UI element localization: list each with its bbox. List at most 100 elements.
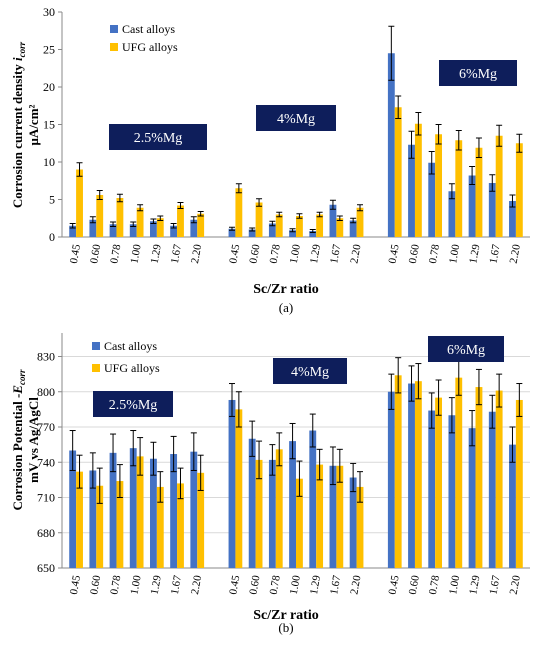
x-tick-label: 1.67 bbox=[169, 243, 184, 265]
cast-bar bbox=[190, 451, 198, 568]
ufg-bar bbox=[316, 214, 324, 237]
x-tick-label: 0.78 bbox=[268, 243, 283, 265]
x-tick-label: 1.29 bbox=[149, 574, 164, 596]
x-tick-label: 2.20 bbox=[508, 243, 523, 265]
group-label-box bbox=[256, 105, 336, 131]
ufg-bar bbox=[177, 483, 184, 568]
cast-bar bbox=[149, 221, 157, 237]
legend-swatch-cast bbox=[92, 342, 100, 350]
ufg-bar bbox=[136, 207, 144, 237]
x-tick-label: 0.60 bbox=[88, 243, 103, 265]
cast-bar bbox=[509, 201, 516, 237]
y-tick-label: 770 bbox=[37, 420, 55, 434]
x-tick-label: 0.60 bbox=[407, 243, 422, 265]
x-tick-label: 0.45 bbox=[68, 243, 83, 265]
cast-bar bbox=[268, 459, 276, 568]
ufg-bar bbox=[116, 198, 124, 237]
cast-bar bbox=[149, 458, 157, 568]
y-tick-label: 10 bbox=[43, 155, 55, 169]
x-tick-label: 1.00 bbox=[288, 243, 303, 265]
group-label-box bbox=[109, 124, 207, 150]
cast-bar bbox=[129, 224, 137, 237]
group-label: 4%Mg bbox=[291, 365, 329, 380]
x-tick-label: 1.67 bbox=[328, 243, 343, 265]
cast-bar bbox=[488, 411, 496, 568]
cast-bar bbox=[387, 391, 395, 568]
x-tick-label: 0.78 bbox=[268, 574, 283, 596]
cast-bar bbox=[228, 399, 236, 568]
group-label-box bbox=[428, 336, 504, 362]
ufg-bar bbox=[356, 486, 364, 568]
y-tick-label: 800 bbox=[37, 385, 55, 399]
panel-label: (b) bbox=[278, 620, 293, 635]
group-label-box bbox=[439, 60, 517, 86]
cast-bar bbox=[309, 231, 317, 237]
ufg-bar bbox=[76, 169, 83, 237]
x-tick-label: 0.45 bbox=[387, 574, 402, 596]
cast-bar bbox=[468, 428, 476, 568]
chart-panel-b: 650 680 710 740 770 800 830 0.45 0.60 0.78 1.00 1.2… bbox=[10, 333, 530, 635]
x-tick-label: 0.60 bbox=[247, 243, 262, 265]
ufg-bar bbox=[336, 218, 344, 237]
cast-bar bbox=[190, 219, 198, 237]
legend-swatch-ufg bbox=[92, 364, 100, 372]
cast-bar bbox=[248, 438, 256, 568]
cast-bar bbox=[69, 225, 77, 237]
x-tick-label: 1.00 bbox=[447, 574, 462, 596]
ufg-bar bbox=[255, 459, 263, 568]
x-tick-label: 0.60 bbox=[88, 574, 103, 596]
cast-bar bbox=[428, 410, 436, 568]
cast-bar bbox=[349, 220, 357, 237]
ufg-bar bbox=[116, 481, 124, 568]
ufg-bar bbox=[356, 207, 364, 237]
ufg-bar bbox=[156, 486, 164, 568]
y-tick-label: 710 bbox=[37, 491, 55, 505]
x-tick-label: 0.45 bbox=[68, 574, 83, 596]
ufg-bar bbox=[435, 134, 443, 237]
cast-bar bbox=[248, 229, 256, 237]
ufg-bar bbox=[235, 409, 243, 568]
group-label-box bbox=[93, 391, 173, 417]
x-axis-label: Sc/Zr ratio bbox=[253, 282, 318, 297]
cast-bar bbox=[289, 230, 296, 237]
cast-bar bbox=[408, 144, 415, 237]
x-tick-label: 0.78 bbox=[108, 574, 123, 596]
ufg-bar bbox=[336, 465, 344, 568]
x-tick-label: 2.20 bbox=[348, 574, 363, 596]
ufg-bar bbox=[414, 381, 422, 568]
x-tick-label: 0.78 bbox=[108, 243, 123, 265]
x-tick-label: 1.29 bbox=[467, 243, 482, 265]
cast-bar bbox=[488, 183, 496, 237]
y-tick-label: 680 bbox=[37, 526, 55, 540]
y-tick-label: 15 bbox=[43, 118, 55, 132]
ufg-bar bbox=[96, 485, 104, 568]
ufg-bar bbox=[515, 399, 523, 568]
cast-bar bbox=[109, 452, 117, 568]
x-tick-label: 2.20 bbox=[508, 574, 523, 596]
x-tick-label: 2.20 bbox=[189, 574, 204, 596]
panel-label: (a) bbox=[279, 300, 293, 315]
cast-bar bbox=[69, 450, 77, 568]
x-tick-label: 1.67 bbox=[488, 574, 503, 596]
chart-panel-a: 0 5 10 15 20 25 30 0.45 0.60 0.78 1.00 1.29 1.67 2.20… bbox=[10, 5, 530, 315]
cast-bar bbox=[129, 448, 137, 568]
cast-bar bbox=[509, 444, 516, 568]
ufg-bar bbox=[177, 205, 184, 237]
ufg-bar bbox=[197, 213, 205, 237]
ufg-bar bbox=[435, 397, 443, 568]
ufg-bar bbox=[296, 478, 303, 568]
y-tick-label: 25 bbox=[43, 43, 55, 57]
cast-bar bbox=[309, 430, 317, 568]
legend-label-ufg: UFG alloys bbox=[104, 361, 160, 375]
ufg-bar bbox=[275, 214, 283, 237]
legend-label-cast: Cast alloys bbox=[104, 339, 157, 353]
x-tick-label: 1.29 bbox=[308, 243, 323, 265]
x-tick-label: 1.67 bbox=[328, 574, 343, 596]
cast-bar bbox=[228, 228, 236, 237]
ufg-bar bbox=[455, 377, 463, 568]
ufg-bar bbox=[316, 464, 324, 568]
ufg-bar bbox=[414, 123, 422, 237]
ufg-bar bbox=[455, 140, 463, 237]
legend-swatch-ufg bbox=[110, 43, 118, 51]
ufg-bar bbox=[275, 449, 283, 568]
